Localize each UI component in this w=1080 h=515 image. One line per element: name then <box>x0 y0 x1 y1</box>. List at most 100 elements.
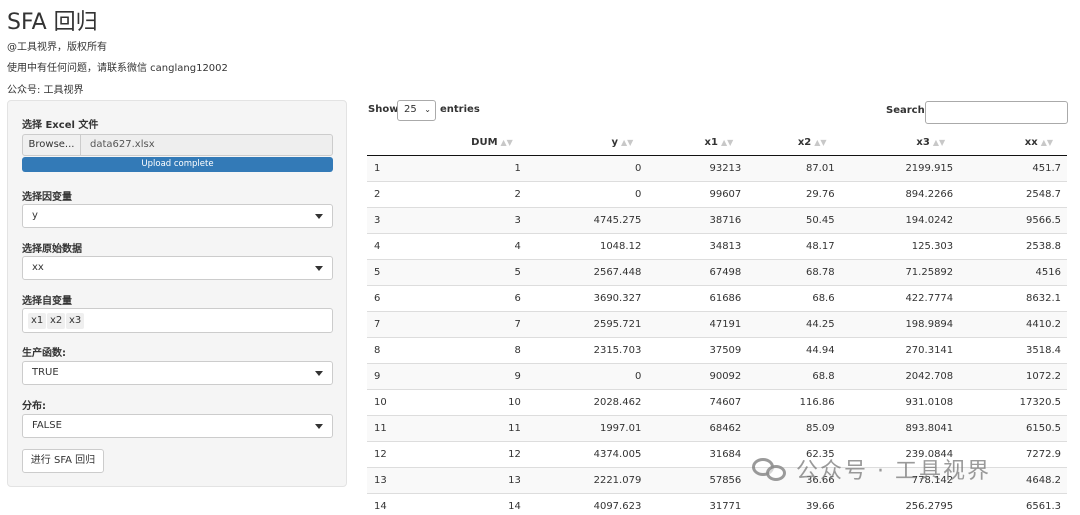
table-cell: 2595.721 <box>526 310 648 337</box>
production-select[interactable]: TRUE <box>22 361 333 385</box>
table-row[interactable]: 10 10 2028.462 74607 116.86 931.0108 17320.5 <box>367 388 1067 415</box>
table-cell: 2538.8 <box>959 232 1067 259</box>
column-header-xx[interactable]: xx ▲▼ <box>959 130 1067 156</box>
table-cell: 778.142 <box>840 466 960 493</box>
indep-var-chip[interactable]: x2 <box>47 313 66 329</box>
table-row[interactable]: 9 9 0 90092 68.8 2042.708 1072.2 <box>367 362 1067 389</box>
sort-icon: ▲▼ <box>932 137 946 147</box>
table-cell: 2221.079 <box>526 466 648 493</box>
indep-var-chip[interactable]: x1 <box>28 313 47 329</box>
table-cell: 9 <box>367 362 407 389</box>
production-value: TRUE <box>32 367 59 378</box>
table-cell: 9566.5 <box>959 206 1067 233</box>
chevron-down-icon <box>315 424 323 429</box>
indep-var-multiselect[interactable]: x1 x2 x3 <box>22 308 333 333</box>
dep-var-select[interactable]: y <box>22 204 333 228</box>
table-cell: 48.17 <box>747 232 841 259</box>
entries-label: entries <box>440 104 480 115</box>
search-label: Search: <box>886 105 929 116</box>
table-row[interactable]: 8 8 2315.703 37509 44.94 270.3141 3518.4 <box>367 336 1067 363</box>
table-cell: 10 <box>367 388 407 415</box>
table-cell: 2548.7 <box>959 180 1067 207</box>
sort-icon: ▲▼ <box>720 137 734 147</box>
chevron-down-icon <box>315 266 323 271</box>
table-row[interactable]: 4 4 1048.12 34813 48.17 125.303 2538.8 <box>367 232 1067 259</box>
table-row[interactable]: 7 7 2595.721 47191 44.25 198.9894 4410.2 <box>367 310 1067 337</box>
table-cell: 85.09 <box>747 414 841 441</box>
table-cell: 3518.4 <box>959 336 1067 363</box>
table-cell: 5 <box>406 258 527 285</box>
dep-var-value: y <box>32 210 38 221</box>
table-cell: 194.0242 <box>840 206 960 233</box>
column-header-x2[interactable]: x2 ▲▼ <box>747 130 841 156</box>
table-cell: 7 <box>367 310 407 337</box>
table-cell: 68462 <box>647 414 748 441</box>
column-header-y[interactable]: y ▲▼ <box>526 130 648 156</box>
table-row[interactable]: 1 1 0 93213 87.01 2199.915 451.7 <box>367 154 1067 181</box>
table-cell: 9 <box>406 362 527 389</box>
table-cell: 47191 <box>647 310 748 337</box>
table-row[interactable]: 3 3 4745.275 38716 50.45 194.0242 9566.5 <box>367 206 1067 233</box>
table-cell: 61686 <box>647 284 748 311</box>
table-row[interactable]: 11 11 1997.01 68462 85.09 893.8041 6150.5 <box>367 414 1067 441</box>
data-table: DUM ▲▼ y ▲▼ x1 ▲▼ x2 ▲▼ x3 ▲▼ xx ▲▼ 1 1 0 93213 87… <box>367 130 1067 515</box>
table-cell: 37509 <box>647 336 748 363</box>
file-input[interactable]: Browse... data627.xlsx <box>22 134 333 156</box>
table-cell: 8 <box>406 336 527 363</box>
table-cell: 3690.327 <box>526 284 648 311</box>
column-header-x3[interactable]: x3 ▲▼ <box>840 130 960 156</box>
table-cell: 44.94 <box>747 336 841 363</box>
table-cell: 4097.623 <box>526 492 648 515</box>
table-cell: 17320.5 <box>959 388 1067 415</box>
wechat-icon <box>752 455 788 483</box>
table-cell: 6 <box>367 284 407 311</box>
table-cell: 87.01 <box>747 154 841 181</box>
upload-progress-bar: Upload complete <box>22 157 333 172</box>
table-row[interactable]: 14 14 4097.623 31771 39.66 256.2795 6561.3 <box>367 492 1067 515</box>
watermark: 公众号 · 工具视界 <box>752 449 991 489</box>
contact-text: 使用中有任何问题，请联系微信 canglang12002 <box>7 63 228 74</box>
table-cell: 4648.2 <box>959 466 1067 493</box>
table-cell: 50.45 <box>747 206 841 233</box>
distribution-value: FALSE <box>32 420 62 431</box>
distribution-label: 分布: <box>22 401 46 412</box>
table-cell: 4745.275 <box>526 206 648 233</box>
table-cell: 14 <box>367 492 407 515</box>
table-row[interactable]: 6 6 3690.327 61686 68.6 422.7774 8632.1 <box>367 284 1067 311</box>
table-row[interactable]: 13 13 2221.079 57856 36.66 778.142 4648.2 <box>367 466 1067 493</box>
indep-var-chip[interactable]: x3 <box>66 313 85 329</box>
table-cell: 2028.462 <box>526 388 648 415</box>
table-cell: 34813 <box>647 232 748 259</box>
table-cell: 4374.005 <box>526 440 648 467</box>
indep-var-label: 选择自变量 <box>22 296 72 307</box>
table-cell: 931.0108 <box>840 388 960 415</box>
search-input[interactable] <box>925 101 1068 124</box>
distribution-select[interactable]: FALSE <box>22 414 333 438</box>
table-cell: 2 <box>406 180 527 207</box>
page-title: SFA 回归 <box>7 10 98 35</box>
table-cell: 0 <box>526 180 648 207</box>
table-cell: 125.303 <box>840 232 960 259</box>
table-cell: 44.25 <box>747 310 841 337</box>
chevron-down-icon <box>315 214 323 219</box>
raw-data-select[interactable]: xx <box>22 256 333 280</box>
table-cell: 4 <box>367 232 407 259</box>
column-header-x1[interactable]: x1 ▲▼ <box>647 130 748 156</box>
run-sfa-button[interactable]: 进行 SFA 回归 <box>22 449 104 473</box>
column-header-index[interactable] <box>367 130 407 156</box>
table-cell: 4516 <box>959 258 1067 285</box>
browse-button[interactable]: Browse... <box>23 135 81 155</box>
table-cell: 1 <box>367 154 407 181</box>
watermark-text: 公众号 · 工具视界 <box>796 459 991 484</box>
column-header-dum[interactable]: DUM ▲▼ <box>406 130 527 156</box>
table-cell: 12 <box>406 440 527 467</box>
official-account-text: 公众号: 工具视界 <box>7 85 84 96</box>
table-cell: 57856 <box>647 466 748 493</box>
table-cell: 2199.915 <box>840 154 960 181</box>
page-length-select[interactable]: 25 ⌄ <box>397 100 436 121</box>
table-cell: 7272.9 <box>959 440 1067 467</box>
table-row[interactable]: 5 5 2567.448 67498 68.78 71.25892 4516 <box>367 258 1067 285</box>
table-row[interactable]: 2 2 0 99607 29.76 894.2266 2548.7 <box>367 180 1067 207</box>
production-label: 生产函数: <box>22 348 66 359</box>
table-cell: 29.76 <box>747 180 841 207</box>
